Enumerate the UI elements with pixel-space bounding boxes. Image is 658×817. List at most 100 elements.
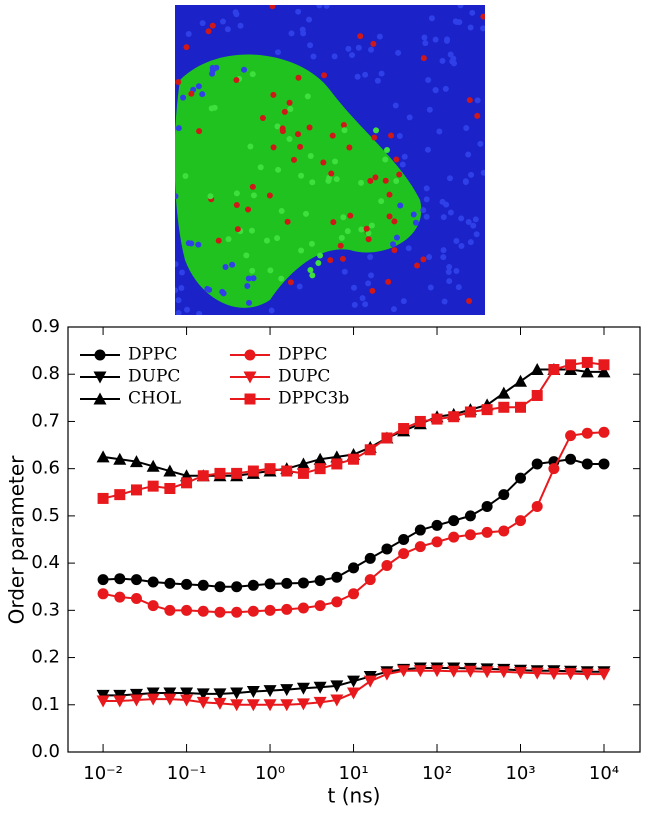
marker [431, 536, 443, 548]
legend-marker [93, 371, 107, 384]
marker [448, 411, 460, 423]
marker [565, 359, 577, 371]
particle [405, 245, 412, 252]
marker [281, 465, 293, 477]
particle [351, 301, 358, 308]
particle [344, 228, 351, 235]
x-tick-label: 10⁻¹ [167, 763, 207, 784]
particle [184, 306, 191, 313]
particle [371, 134, 378, 141]
particle [308, 240, 315, 247]
particle [427, 284, 434, 291]
particle [259, 114, 266, 121]
marker [464, 529, 476, 541]
particle [378, 70, 385, 77]
marker [581, 427, 593, 439]
particle [391, 218, 398, 225]
marker [364, 574, 376, 586]
marker [331, 458, 343, 470]
marker [214, 606, 226, 618]
marker [331, 596, 343, 608]
marker [230, 699, 244, 712]
particle [205, 28, 212, 35]
marker [364, 552, 376, 564]
particle [196, 310, 203, 315]
particle [199, 20, 206, 27]
marker [498, 525, 510, 537]
particle [463, 124, 470, 131]
particle [325, 177, 332, 184]
marker [181, 578, 193, 590]
particle [279, 125, 286, 132]
marker [97, 574, 109, 586]
particle [432, 36, 439, 43]
particle [224, 26, 231, 33]
particle [339, 255, 346, 262]
marker [330, 694, 344, 707]
particle [204, 285, 211, 292]
particle [458, 215, 465, 222]
particle [246, 299, 253, 306]
particle [432, 87, 439, 94]
particle [426, 254, 433, 261]
marker [515, 401, 527, 413]
particle [338, 234, 345, 241]
particle [368, 222, 375, 229]
particle [368, 46, 375, 53]
particle [447, 209, 454, 216]
particle [284, 218, 291, 225]
particle [274, 235, 281, 242]
marker [147, 480, 159, 492]
particle [180, 94, 187, 101]
particle [423, 213, 430, 220]
marker [163, 693, 177, 706]
marker [281, 577, 293, 589]
marker [114, 573, 126, 585]
particle [355, 44, 362, 51]
particle [447, 51, 454, 58]
marker [481, 404, 493, 416]
marker [348, 588, 360, 600]
marker [398, 423, 410, 435]
particle [442, 85, 449, 92]
x-axis-label: t (ns) [328, 784, 381, 808]
marker [464, 510, 476, 522]
particle [473, 231, 480, 238]
particle [175, 287, 179, 294]
marker [263, 699, 277, 712]
particle [241, 66, 248, 73]
particle [299, 26, 306, 33]
particle [365, 230, 372, 237]
particle [307, 267, 314, 274]
particle [474, 97, 481, 104]
marker [313, 696, 327, 709]
particle [382, 177, 389, 184]
particle [249, 267, 256, 274]
particle [295, 8, 302, 15]
marker [197, 470, 209, 482]
particle [386, 213, 393, 220]
marker [497, 666, 511, 679]
particle [185, 240, 192, 247]
particle [370, 40, 377, 47]
particle [316, 5, 323, 9]
particle [386, 191, 393, 198]
marker [447, 665, 461, 678]
particle [382, 156, 389, 163]
particle [295, 131, 302, 138]
particle [372, 174, 379, 181]
particle [175, 193, 179, 200]
particle [248, 227, 255, 234]
legend-label: CHOL [128, 389, 181, 409]
particle [445, 269, 452, 276]
particle [321, 72, 328, 79]
marker [530, 667, 544, 680]
particle [480, 169, 485, 176]
marker [364, 444, 376, 456]
particle [247, 143, 254, 150]
particle [357, 33, 364, 40]
particle [250, 275, 257, 282]
particle [462, 179, 469, 186]
y-tick-label: 0.0 [31, 741, 60, 762]
